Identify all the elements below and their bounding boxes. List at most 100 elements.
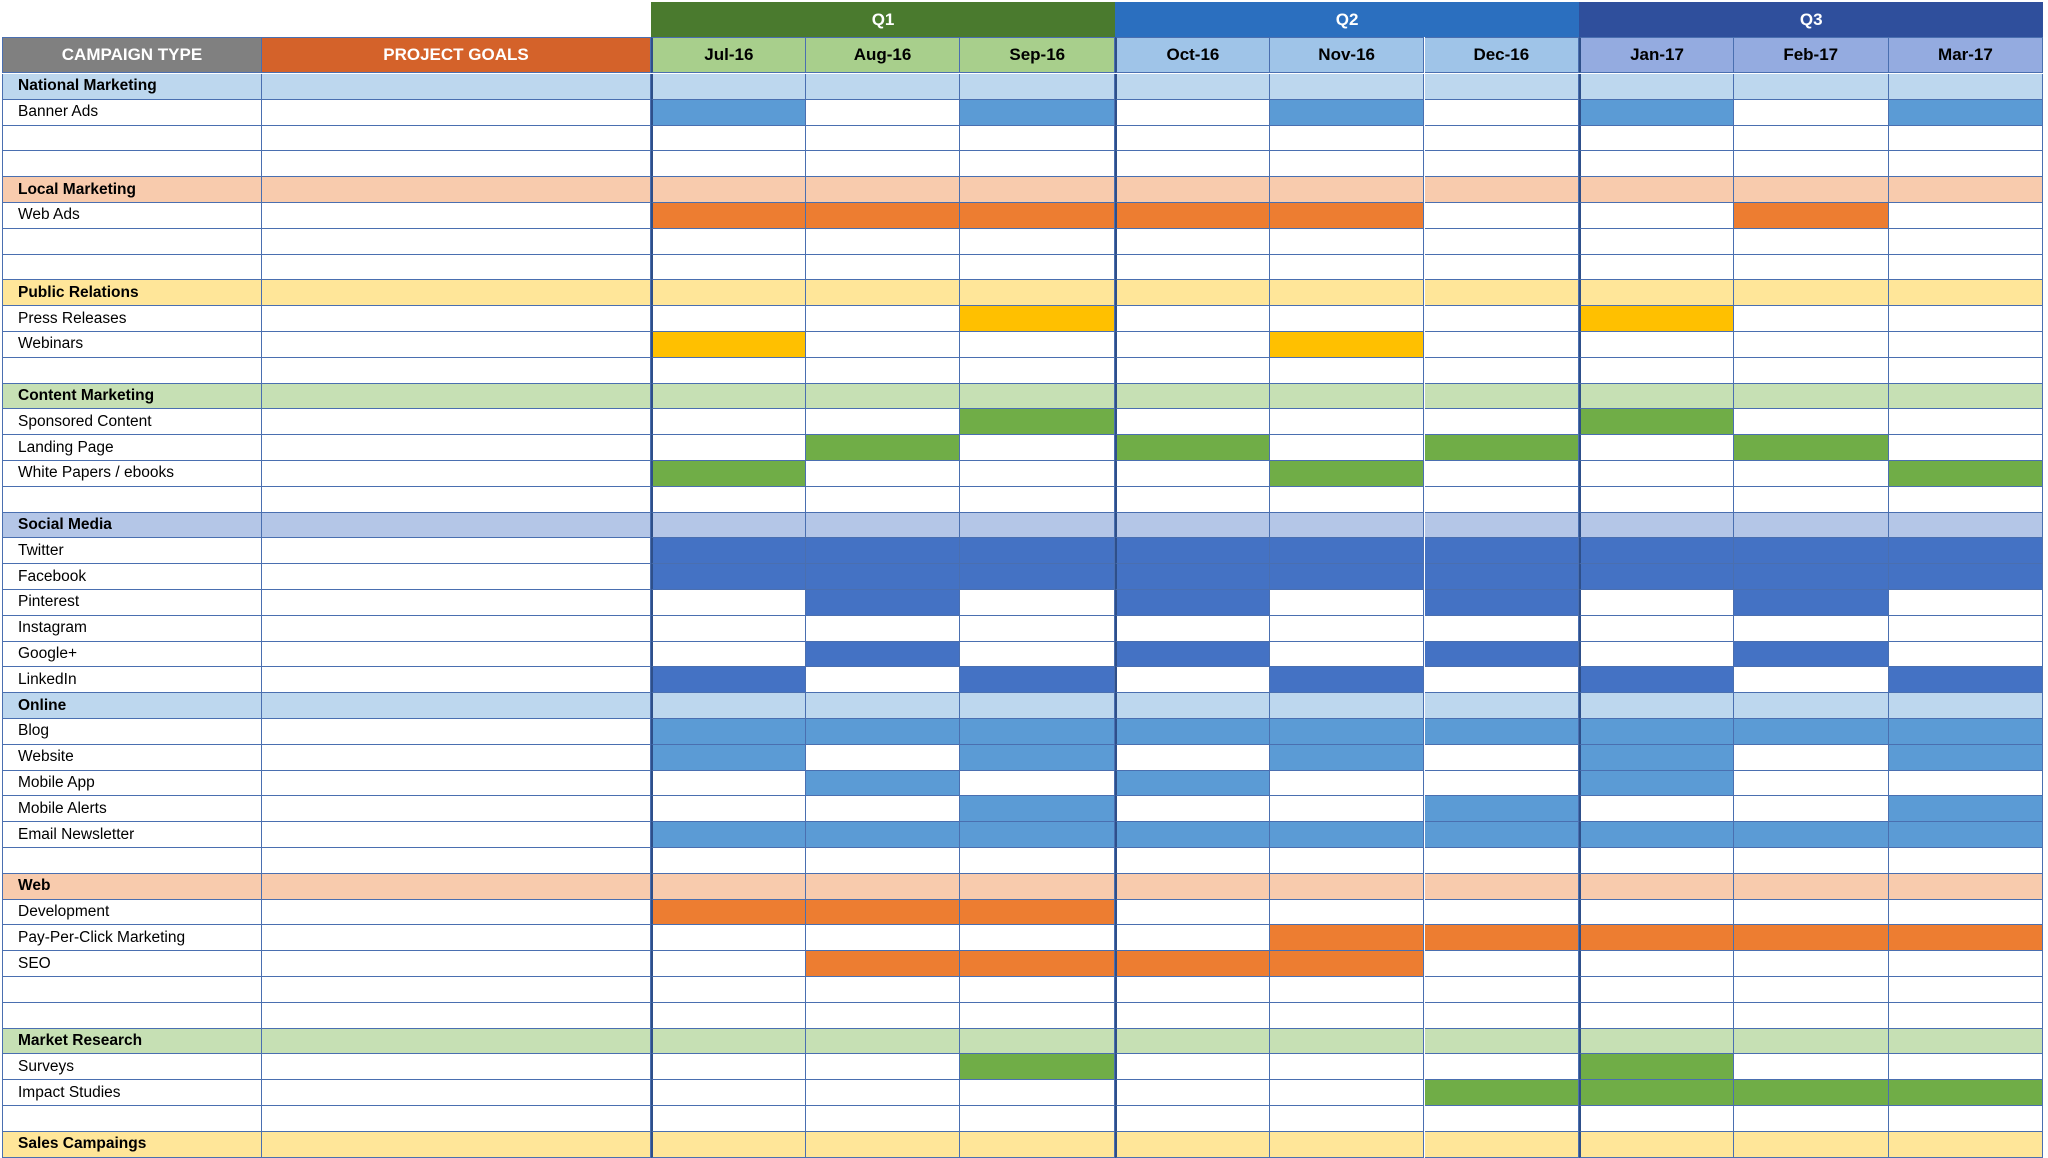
schedule-cell[interactable] bbox=[651, 306, 806, 332]
schedule-cell[interactable] bbox=[1888, 925, 2044, 952]
schedule-cell[interactable] bbox=[960, 1054, 1116, 1081]
schedule-cell[interactable] bbox=[1888, 977, 2044, 1003]
schedule-cell[interactable] bbox=[805, 590, 961, 616]
schedule-cell[interactable] bbox=[1733, 744, 1889, 771]
project-goal-cell[interactable] bbox=[262, 796, 651, 823]
schedule-cell[interactable] bbox=[651, 435, 806, 461]
schedule-cell[interactable] bbox=[1579, 228, 1734, 255]
schedule-cell[interactable] bbox=[1888, 203, 2044, 229]
schedule-cell[interactable] bbox=[1424, 177, 1580, 203]
schedule-cell[interactable] bbox=[805, 744, 961, 771]
schedule-cell[interactable] bbox=[1269, 1054, 1425, 1081]
schedule-cell[interactable] bbox=[1579, 538, 1734, 565]
schedule-cell[interactable] bbox=[1269, 899, 1425, 926]
schedule-cell[interactable] bbox=[960, 254, 1116, 281]
schedule-cell[interactable] bbox=[960, 1106, 1116, 1132]
schedule-cell[interactable] bbox=[1115, 848, 1270, 874]
blank-row-label-cell[interactable] bbox=[2, 228, 262, 255]
category-row-label-cell[interactable]: Online bbox=[2, 693, 262, 719]
schedule-cell[interactable] bbox=[1888, 177, 2044, 203]
schedule-cell[interactable] bbox=[1269, 306, 1425, 332]
schedule-cell[interactable] bbox=[651, 461, 806, 487]
schedule-cell[interactable] bbox=[805, 977, 961, 1003]
campaign-row-label-cell[interactable]: Email Newsletter bbox=[2, 822, 262, 848]
schedule-cell[interactable] bbox=[1115, 1002, 1270, 1029]
schedule-cell[interactable] bbox=[1888, 512, 2044, 539]
project-goal-cell[interactable] bbox=[262, 1106, 651, 1132]
campaign-row-label-cell[interactable]: Mobile App bbox=[2, 770, 262, 797]
schedule-cell[interactable] bbox=[960, 951, 1116, 977]
project-goal-cell[interactable] bbox=[262, 280, 651, 307]
schedule-cell[interactable] bbox=[1424, 925, 1580, 952]
schedule-cell[interactable] bbox=[1115, 1131, 1270, 1158]
schedule-cell[interactable] bbox=[1733, 719, 1889, 745]
schedule-cell[interactable] bbox=[805, 1080, 961, 1106]
schedule-cell[interactable] bbox=[960, 1131, 1116, 1158]
schedule-cell[interactable] bbox=[960, 796, 1116, 823]
campaign-row-label-cell[interactable]: Surveys bbox=[2, 1054, 262, 1081]
schedule-cell[interactable] bbox=[1579, 667, 1734, 694]
campaign-row-label-cell[interactable]: Mobile Alerts bbox=[2, 796, 262, 823]
schedule-cell[interactable] bbox=[960, 925, 1116, 952]
schedule-cell[interactable] bbox=[960, 409, 1116, 436]
schedule-cell[interactable] bbox=[1733, 925, 1889, 952]
schedule-cell[interactable] bbox=[1424, 254, 1580, 281]
blank-row-label-cell[interactable] bbox=[2, 254, 262, 281]
schedule-cell[interactable] bbox=[1888, 848, 2044, 874]
schedule-cell[interactable] bbox=[1424, 461, 1580, 487]
schedule-cell[interactable] bbox=[805, 461, 961, 487]
schedule-cell[interactable] bbox=[1424, 1002, 1580, 1029]
schedule-cell[interactable] bbox=[651, 641, 806, 668]
blank-row-label-cell[interactable] bbox=[2, 151, 262, 178]
schedule-cell[interactable] bbox=[1733, 332, 1889, 358]
schedule-cell[interactable] bbox=[1579, 74, 1734, 100]
schedule-cell[interactable] bbox=[960, 615, 1116, 642]
schedule-cell[interactable] bbox=[1888, 1080, 2044, 1106]
schedule-cell[interactable] bbox=[651, 486, 806, 513]
schedule-cell[interactable] bbox=[1733, 1054, 1889, 1081]
project-goal-cell[interactable] bbox=[262, 977, 651, 1003]
project-goal-cell[interactable] bbox=[262, 667, 651, 694]
schedule-cell[interactable] bbox=[960, 177, 1116, 203]
schedule-cell[interactable] bbox=[1115, 796, 1270, 823]
project-goal-cell[interactable] bbox=[262, 177, 651, 203]
schedule-cell[interactable] bbox=[651, 770, 806, 797]
campaign-row-label-cell[interactable]: SEO bbox=[2, 951, 262, 977]
schedule-cell[interactable] bbox=[1424, 873, 1580, 900]
schedule-cell[interactable] bbox=[1579, 744, 1734, 771]
schedule-cell[interactable] bbox=[1424, 99, 1580, 126]
schedule-cell[interactable] bbox=[651, 151, 806, 178]
project-goal-cell[interactable] bbox=[262, 1002, 651, 1029]
schedule-cell[interactable] bbox=[1115, 177, 1270, 203]
schedule-cell[interactable] bbox=[1733, 357, 1889, 384]
schedule-cell[interactable] bbox=[960, 590, 1116, 616]
schedule-cell[interactable] bbox=[1579, 99, 1734, 126]
schedule-cell[interactable] bbox=[651, 512, 806, 539]
schedule-cell[interactable] bbox=[805, 615, 961, 642]
schedule-cell[interactable] bbox=[651, 796, 806, 823]
campaign-row-label-cell[interactable]: Web Ads bbox=[2, 203, 262, 229]
schedule-cell[interactable] bbox=[1269, 125, 1425, 152]
schedule-cell[interactable] bbox=[1888, 951, 2044, 977]
schedule-cell[interactable] bbox=[651, 357, 806, 384]
schedule-cell[interactable] bbox=[1115, 512, 1270, 539]
schedule-cell[interactable] bbox=[1888, 796, 2044, 823]
schedule-cell[interactable] bbox=[1269, 719, 1425, 745]
project-goal-cell[interactable] bbox=[262, 228, 651, 255]
schedule-cell[interactable] bbox=[1888, 590, 2044, 616]
schedule-cell[interactable] bbox=[1888, 641, 2044, 668]
schedule-cell[interactable] bbox=[1888, 461, 2044, 487]
schedule-cell[interactable] bbox=[960, 693, 1116, 719]
schedule-cell[interactable] bbox=[1115, 744, 1270, 771]
schedule-cell[interactable] bbox=[960, 538, 1116, 565]
schedule-cell[interactable] bbox=[1579, 796, 1734, 823]
schedule-cell[interactable] bbox=[1579, 1080, 1734, 1106]
schedule-cell[interactable] bbox=[1733, 280, 1889, 307]
schedule-cell[interactable] bbox=[805, 280, 961, 307]
category-row-label-cell[interactable]: Content Marketing bbox=[2, 383, 262, 410]
campaign-row-label-cell[interactable]: Banner Ads bbox=[2, 99, 262, 126]
campaign-row-label-cell[interactable]: Twitter bbox=[2, 538, 262, 565]
schedule-cell[interactable] bbox=[651, 383, 806, 410]
schedule-cell[interactable] bbox=[1115, 74, 1270, 100]
schedule-cell[interactable] bbox=[1269, 177, 1425, 203]
